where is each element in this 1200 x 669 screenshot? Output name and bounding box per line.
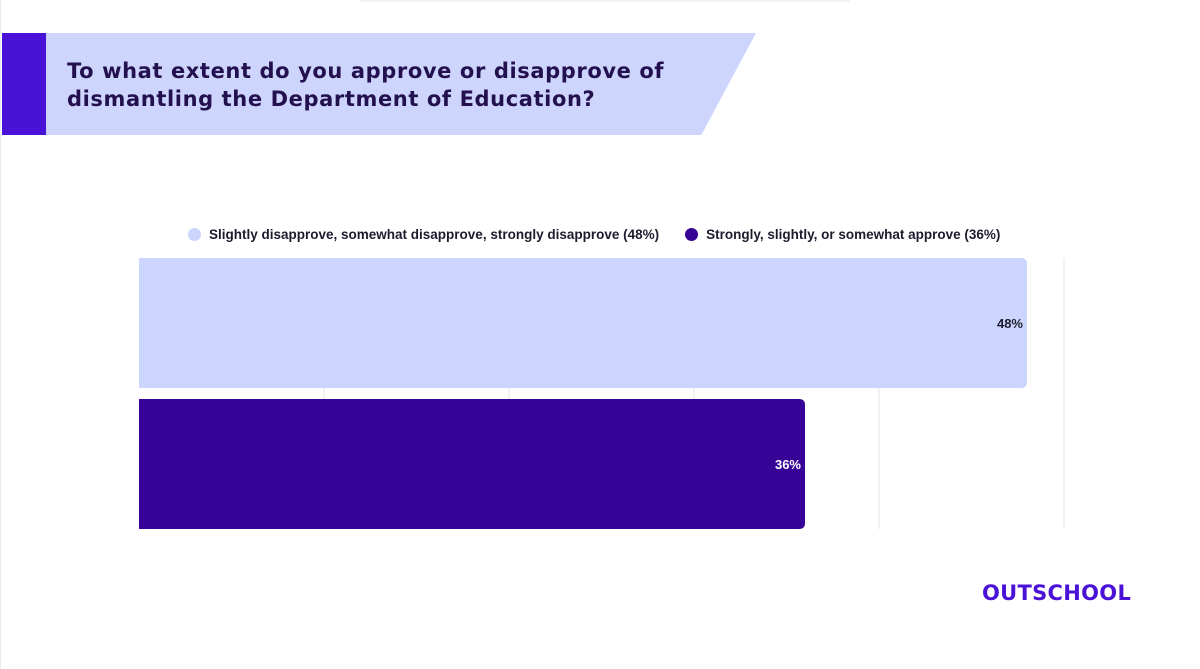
legend-swatch-approve bbox=[685, 227, 699, 241]
top-edge-shadow bbox=[360, 0, 850, 2]
legend-label-disapprove: Slightly disapprove, somewhat disapprove… bbox=[209, 226, 660, 242]
bars bbox=[139, 258, 1027, 529]
left-edge-rule bbox=[0, 0, 1, 669]
chart-title: To what extent do you approve or disappr… bbox=[67, 59, 665, 111]
legend: Slightly disapprove, somewhat disapprove… bbox=[188, 224, 1026, 244]
legend-item-approve: Strongly, slightly, or somewhat approve … bbox=[685, 227, 1000, 242]
title-accent-block bbox=[2, 33, 46, 135]
legend-item-disapprove: Slightly disapprove, somewhat disapprove… bbox=[188, 227, 659, 242]
legend-swatch-disapprove bbox=[188, 227, 201, 241]
outschool-logo: OUTSCHOOL bbox=[982, 581, 1132, 605]
bar-value-label-0: 48% bbox=[997, 316, 1023, 331]
bar-1 bbox=[139, 399, 805, 529]
legend-label-approve: Strongly, slightly, or somewhat approve … bbox=[706, 226, 1001, 242]
data-labels: 48% 36% bbox=[775, 316, 1023, 472]
bar-0 bbox=[139, 258, 1027, 388]
bar-value-label-1: 36% bbox=[775, 457, 801, 472]
title-banner bbox=[46, 33, 756, 135]
